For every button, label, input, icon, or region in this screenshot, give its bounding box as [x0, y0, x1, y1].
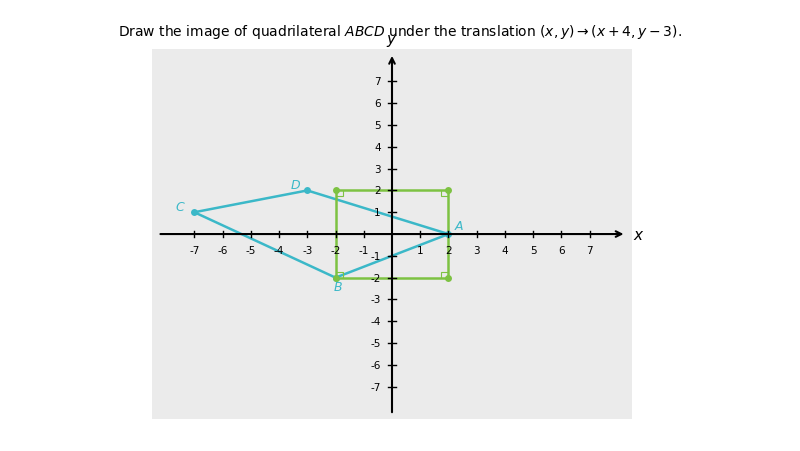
- Text: -7: -7: [370, 382, 381, 392]
- Text: 4: 4: [502, 245, 508, 255]
- Text: -3: -3: [370, 295, 381, 305]
- Text: -2: -2: [330, 245, 341, 255]
- Text: -4: -4: [274, 245, 284, 255]
- Text: 1: 1: [374, 208, 381, 218]
- Text: -3: -3: [302, 245, 313, 255]
- Text: 2: 2: [445, 245, 452, 255]
- Text: 2: 2: [374, 186, 381, 196]
- Text: $A$: $A$: [454, 219, 465, 232]
- Text: $C$: $C$: [174, 201, 186, 214]
- Text: $B$: $B$: [333, 280, 342, 293]
- Text: -1: -1: [370, 251, 381, 261]
- Text: 7: 7: [374, 77, 381, 87]
- Text: -4: -4: [370, 317, 381, 327]
- Text: $y$: $y$: [386, 32, 398, 49]
- Text: $x$: $x$: [634, 227, 645, 242]
- Text: -7: -7: [189, 245, 199, 255]
- Text: 3: 3: [374, 164, 381, 174]
- Text: 1: 1: [417, 245, 423, 255]
- Text: -5: -5: [370, 338, 381, 348]
- Text: 6: 6: [374, 99, 381, 109]
- Text: $D$: $D$: [290, 179, 302, 192]
- Text: Draw the image of quadrilateral $ABCD$ under the translation $(x, y) \rightarrow: Draw the image of quadrilateral $ABCD$ u…: [118, 23, 682, 41]
- Text: 4: 4: [374, 143, 381, 152]
- Text: -6: -6: [370, 360, 381, 370]
- Text: 7: 7: [586, 245, 593, 255]
- Text: -5: -5: [246, 245, 256, 255]
- Text: -6: -6: [218, 245, 228, 255]
- Text: 5: 5: [530, 245, 537, 255]
- Text: -1: -1: [358, 245, 369, 255]
- Text: 3: 3: [474, 245, 480, 255]
- Text: 5: 5: [374, 121, 381, 131]
- Text: -2: -2: [370, 273, 381, 283]
- Text: 6: 6: [558, 245, 565, 255]
